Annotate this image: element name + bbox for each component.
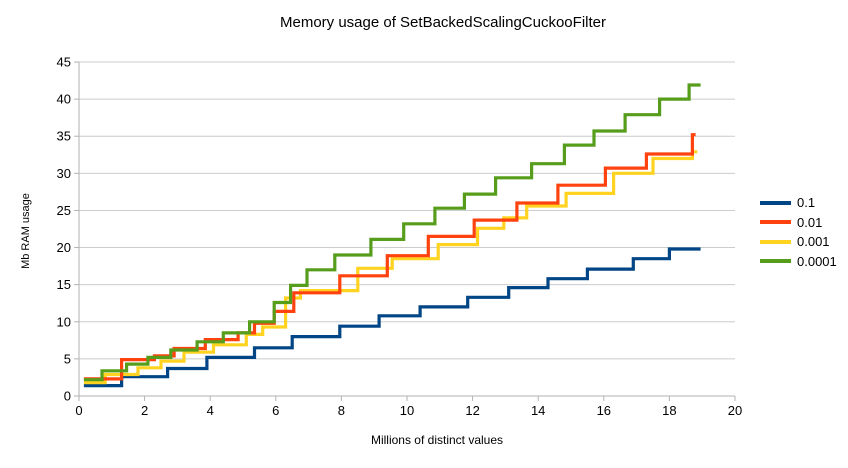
x-tick-label: 16 bbox=[597, 403, 611, 418]
x-axis-title: Millions of distinct values bbox=[370, 433, 504, 447]
legend-label: 0.0001 bbox=[797, 253, 837, 269]
legend-swatch-icon bbox=[760, 239, 791, 244]
y-tick-label: 30 bbox=[57, 166, 71, 181]
series-line-0.0001 bbox=[83, 83, 701, 382]
legend-swatch-icon bbox=[760, 220, 791, 225]
y-tick-label: 35 bbox=[57, 129, 71, 144]
x-tick-label: 2 bbox=[141, 403, 148, 418]
x-tick-label: 0 bbox=[75, 403, 82, 418]
series-line-0.01 bbox=[83, 133, 696, 381]
x-tick-label: 18 bbox=[662, 403, 676, 418]
y-tick-label: 5 bbox=[64, 351, 71, 366]
x-tick-label: 20 bbox=[728, 403, 742, 418]
legend-item-0.001: 0.001 bbox=[760, 232, 837, 252]
series-line-0.001 bbox=[83, 150, 698, 385]
x-tick-label: 10 bbox=[400, 403, 414, 418]
y-tick-label: 25 bbox=[57, 203, 71, 218]
x-tick-label: 12 bbox=[465, 403, 479, 418]
y-tick-label: 15 bbox=[57, 277, 71, 292]
legend-label: 0.1 bbox=[797, 195, 816, 211]
x-tick-label: 6 bbox=[272, 403, 279, 418]
legend-item-0.0001: 0.0001 bbox=[760, 252, 837, 272]
chart-title: Memory usage of SetBackedScalingCuckooFi… bbox=[280, 14, 606, 31]
y-axis-title: Mb RAM usage bbox=[20, 193, 32, 269]
legend-item-0.1: 0.1 bbox=[760, 193, 837, 213]
legend: 0.1 0.01 0.001 0.0001 bbox=[760, 193, 837, 271]
legend-label: 0.01 bbox=[797, 214, 823, 230]
y-tick-label: 40 bbox=[57, 92, 71, 107]
y-tick-label: 0 bbox=[64, 389, 71, 404]
legend-swatch-icon bbox=[760, 259, 791, 264]
y-tick-label: 10 bbox=[57, 314, 71, 329]
x-tick-label: 8 bbox=[338, 403, 345, 418]
legend-label: 0.001 bbox=[797, 234, 830, 250]
series-line-0.1 bbox=[83, 247, 701, 388]
legend-item-0.01: 0.01 bbox=[760, 213, 837, 233]
legend-swatch-icon bbox=[760, 200, 791, 205]
x-tick-label: 4 bbox=[207, 403, 214, 418]
x-tick-label: 14 bbox=[531, 403, 545, 418]
y-tick-label: 20 bbox=[57, 240, 71, 255]
y-tick-label: 45 bbox=[57, 55, 71, 70]
